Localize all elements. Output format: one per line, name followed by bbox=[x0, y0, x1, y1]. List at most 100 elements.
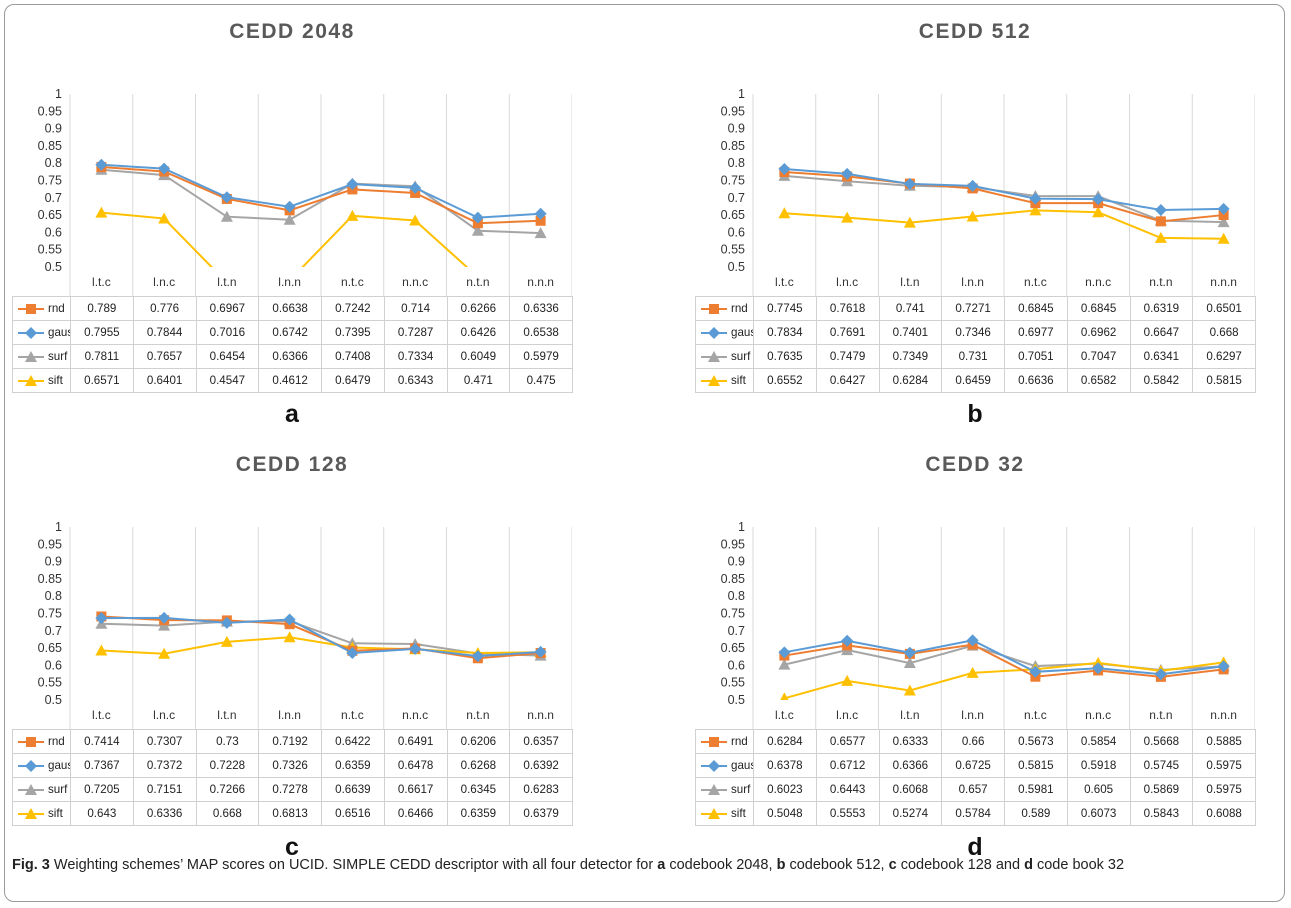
data-point-sift bbox=[841, 674, 854, 686]
table-cell: 0.6068 bbox=[878, 777, 943, 802]
category-label: l.t.c bbox=[92, 275, 111, 289]
table-row-surf: surf 0.7205 0.7151 0.7266 0.7278 0.6639 0.6617… bbox=[12, 777, 573, 802]
table-cell: 0.7811 bbox=[70, 344, 134, 369]
gauss-legend-key-icon bbox=[701, 759, 727, 772]
table-cell: 0.5048 bbox=[753, 801, 817, 826]
table-cell: 0.7242 bbox=[321, 296, 385, 321]
category-label: l.t.n bbox=[217, 275, 236, 289]
table-cell: 0.5815 bbox=[1004, 753, 1068, 778]
legend-label: rnd bbox=[48, 735, 65, 748]
table-cell: 0.5975 bbox=[1192, 753, 1256, 778]
table-cell: 0.6319 bbox=[1129, 296, 1194, 321]
table-cell: 0.7271 bbox=[941, 296, 1005, 321]
table-cell: 0.6977 bbox=[1004, 320, 1068, 345]
data-point-gauss bbox=[283, 613, 296, 626]
data-point-gauss bbox=[220, 616, 233, 629]
table-cell: 0.6206 bbox=[446, 729, 511, 754]
category-label: l.n.c bbox=[153, 275, 175, 289]
category-label: n.t.c bbox=[341, 708, 364, 722]
plot-area: 0.5 0.55 0.6 0.65 0.7 0.75 0.8 0.85 0.9 0.95 1 l.t.… bbox=[721, 520, 1255, 729]
series-line-rnd bbox=[101, 166, 541, 225]
table-cell: 0.6049 bbox=[446, 344, 511, 369]
table-cell: 0.6284 bbox=[753, 729, 817, 754]
data-point-gauss bbox=[966, 179, 979, 192]
legend-entry: rnd bbox=[12, 729, 71, 754]
table-cell: 0.4547 bbox=[195, 368, 260, 393]
data-point-gauss bbox=[95, 612, 108, 625]
y-tick-label: 0.6 bbox=[728, 658, 745, 672]
caption-letter-a: a bbox=[657, 857, 666, 873]
category-label: n.t.c bbox=[341, 275, 364, 289]
table-cell: 0.6073 bbox=[1066, 801, 1131, 826]
table-cell: 0.6571 bbox=[70, 368, 134, 393]
chart-panel-a: CEDD 2048 0.5 0.55 0.6 0.65 0.7 0.75 0.8 0.85 0.9… bbox=[12, 20, 573, 428]
legend-label: gauss bbox=[48, 326, 70, 339]
data-table: rnd 0.7745 0.7618 0.741 0.7271 0.6845 0.6845 0.… bbox=[695, 296, 1256, 393]
table-cell: 0.7635 bbox=[753, 344, 817, 369]
y-tick-label: 0.5 bbox=[45, 693, 62, 707]
legend-label: surf bbox=[48, 783, 68, 796]
table-row-sift: sift 0.6571 0.6401 0.4547 0.4612 0.6479 0.6343… bbox=[12, 368, 573, 393]
table-cell: 0.6845 bbox=[1066, 296, 1131, 321]
table-cell: 0.6333 bbox=[878, 729, 943, 754]
series-line-sift bbox=[101, 636, 541, 655]
data-point-sift bbox=[95, 206, 108, 218]
table-cell: 0.6845 bbox=[1004, 296, 1068, 321]
table-cell: 0.7047 bbox=[1066, 344, 1131, 369]
plot-area: 0.5 0.55 0.6 0.65 0.7 0.75 0.8 0.85 0.9 0.95 1 l.t.… bbox=[38, 520, 572, 729]
data-point-surf bbox=[220, 210, 233, 222]
series-line-surf bbox=[101, 168, 541, 235]
data-point-rnd bbox=[1155, 216, 1166, 227]
category-label: n.n.n bbox=[527, 275, 554, 289]
table-row-rnd: rnd 0.6284 0.6577 0.6333 0.66 0.5673 0.5854 0.5… bbox=[695, 729, 1256, 754]
data-point-surf bbox=[283, 213, 296, 225]
table-cell: 0.605 bbox=[1066, 777, 1131, 802]
table-cell: 0.5885 bbox=[1192, 729, 1256, 754]
y-tick-label: 0.7 bbox=[728, 191, 745, 205]
panel-letter: d bbox=[967, 833, 983, 861]
legend-entry: gauss bbox=[12, 753, 71, 778]
table-cell: 0.731 bbox=[941, 344, 1005, 369]
table-cell: 0.7414 bbox=[70, 729, 134, 754]
table-cell: 0.7326 bbox=[258, 753, 322, 778]
table-cell: 0.6427 bbox=[815, 368, 880, 393]
table-cell: 0.5673 bbox=[1004, 729, 1068, 754]
data-point-gauss bbox=[158, 611, 171, 624]
category-label: l.n.n bbox=[278, 708, 301, 722]
data-point-sift bbox=[346, 209, 359, 221]
table-cell: 0.6392 bbox=[509, 753, 573, 778]
data-table: rnd 0.789 0.776 0.6967 0.6638 0.7242 0.714 0.62… bbox=[12, 296, 573, 393]
data-point-gauss bbox=[534, 207, 547, 220]
table-cell: 0.7307 bbox=[132, 729, 197, 754]
table-cell: 0.6459 bbox=[941, 368, 1005, 393]
category-label: n.n.c bbox=[1085, 275, 1111, 289]
table-cell: 0.5981 bbox=[1004, 777, 1068, 802]
y-tick-label: 1 bbox=[55, 87, 62, 101]
series-line-gauss bbox=[101, 616, 541, 658]
y-tick-label: 0.9 bbox=[728, 555, 745, 569]
sift-legend-key-icon bbox=[18, 807, 44, 819]
y-tick-label: 0.55 bbox=[721, 676, 745, 690]
series-line-gauss bbox=[101, 163, 541, 219]
data-point-gauss bbox=[534, 645, 547, 658]
table-cell: 0.5843 bbox=[1129, 801, 1194, 826]
legend-label: sift bbox=[48, 374, 63, 387]
sift-legend-key-icon bbox=[18, 374, 44, 386]
table-cell: 0.6639 bbox=[321, 777, 385, 802]
table-cell: 0.6268 bbox=[446, 753, 511, 778]
legend-label: gauss bbox=[48, 759, 70, 772]
data-point-sift bbox=[778, 207, 791, 219]
data-point-gauss bbox=[471, 650, 484, 663]
y-tick-label: 0.8 bbox=[45, 156, 62, 170]
table-cell: 0.5784 bbox=[941, 801, 1005, 826]
y-tick-label: 0.6 bbox=[728, 225, 745, 239]
table-cell: 0.6617 bbox=[383, 777, 448, 802]
table-cell: 0.6725 bbox=[941, 753, 1005, 778]
legend-entry: sift bbox=[12, 368, 71, 393]
panel-letter: b bbox=[967, 400, 983, 428]
legend-label: gauss bbox=[731, 759, 753, 772]
category-label: n.n.c bbox=[402, 275, 428, 289]
plot-area: 0.5 0.55 0.6 0.65 0.7 0.75 0.8 0.85 0.9 0.95 1 l.t.… bbox=[721, 87, 1255, 296]
table-cell: 0.6359 bbox=[446, 801, 511, 826]
data-point-gauss bbox=[778, 646, 791, 659]
